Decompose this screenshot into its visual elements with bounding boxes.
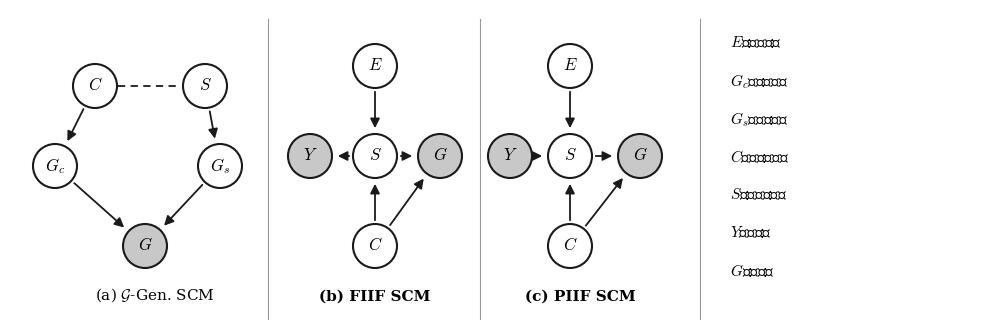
Text: (c) PIIF SCM: (c) PIIF SCM: [524, 290, 635, 304]
Circle shape: [353, 44, 397, 88]
Text: $G_s$: $G_s$: [210, 156, 230, 176]
Circle shape: [548, 44, 592, 88]
Text: $Y$: $Y$: [302, 148, 318, 165]
Circle shape: [123, 224, 167, 268]
Circle shape: [353, 134, 397, 178]
Circle shape: [548, 134, 592, 178]
Circle shape: [73, 64, 117, 108]
Circle shape: [488, 134, 532, 178]
Text: $G_c$：不变子图: $G_c$：不变子图: [730, 72, 788, 91]
Text: $C$：不变隐变量: $C$：不变隐变量: [730, 148, 789, 165]
Text: $S$: $S$: [563, 148, 577, 165]
Text: $G_s$：虚假子图: $G_s$：虚假子图: [730, 110, 788, 129]
Text: $E$：环境变量: $E$：环境变量: [730, 34, 781, 50]
Circle shape: [183, 64, 227, 108]
Text: $C$: $C$: [562, 237, 578, 255]
Text: $G$：图数据: $G$：图数据: [730, 262, 775, 279]
Text: $C$: $C$: [88, 77, 103, 95]
Circle shape: [353, 224, 397, 268]
Circle shape: [618, 134, 662, 178]
Text: $Y$: $Y$: [503, 148, 517, 165]
Text: $G$: $G$: [633, 148, 647, 165]
Text: $Y$：图标签: $Y$：图标签: [730, 224, 771, 240]
Text: (b) FIIF SCM: (b) FIIF SCM: [320, 290, 430, 304]
Text: $E$: $E$: [368, 57, 382, 74]
Circle shape: [33, 144, 77, 188]
Text: (a) $\mathcal{G}$-Gen. SCM: (a) $\mathcal{G}$-Gen. SCM: [95, 286, 215, 304]
Text: $S$：虚假隐变量: $S$：虚假隐变量: [730, 186, 787, 202]
Text: $G$: $G$: [138, 237, 152, 255]
Text: $E$: $E$: [562, 57, 578, 74]
Circle shape: [198, 144, 242, 188]
Circle shape: [418, 134, 462, 178]
Text: $C$: $C$: [368, 237, 382, 255]
Text: $G_c$: $G_c$: [45, 156, 66, 176]
Circle shape: [548, 224, 592, 268]
Text: $S$: $S$: [369, 148, 381, 165]
Text: $S$: $S$: [199, 77, 212, 95]
Circle shape: [288, 134, 332, 178]
Text: $G$: $G$: [432, 148, 448, 165]
